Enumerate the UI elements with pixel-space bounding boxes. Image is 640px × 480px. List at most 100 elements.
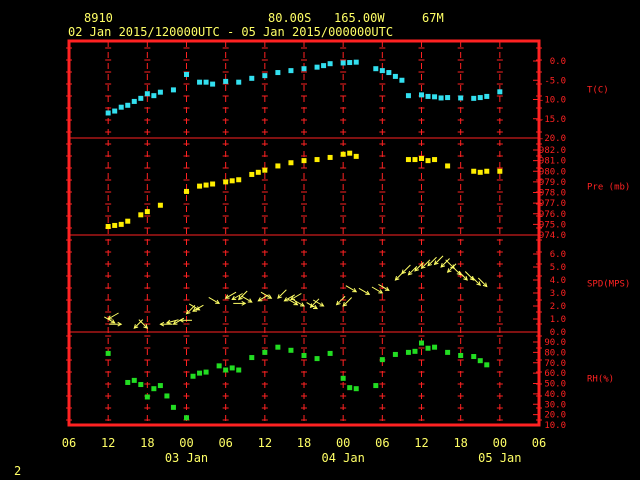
pressure-point [210,181,216,187]
pressure-point [125,218,131,224]
wind-barb-head [283,297,289,302]
y-tick-label: 979.0 [539,178,566,188]
wind-barb-head [231,295,237,301]
rh-point [275,344,281,350]
wind-barb-shaft [371,286,383,294]
wind-barb-head [482,282,488,288]
station-id: 8910 [84,11,113,25]
wind-barb-head [257,297,263,302]
y-tick-label: 975.0 [539,220,566,230]
temp-point [386,70,392,76]
station-latitude: 80.00S [268,11,311,25]
wind-barb-shaft [293,299,305,307]
wind-barb [414,262,424,272]
wind-barb-head [427,261,433,267]
wind-barb-shaft [336,295,346,306]
wind-barb-shaft [107,312,119,320]
pressure-point [301,158,307,164]
wind-barb [335,295,346,306]
wind-barb [260,291,273,299]
temp-point [203,79,209,85]
y-tick-label: 977.0 [539,199,566,209]
wind-barb [312,299,325,307]
rh-point [347,385,353,391]
rh-point [151,386,157,392]
rh-point [301,352,307,358]
wind-barb-head [117,321,123,327]
wind-barb [178,317,192,323]
temp-point [392,73,398,79]
wind-barb-shaft [342,297,353,307]
wind-barb [458,271,468,281]
wind-barb [342,297,353,307]
temp-point [419,92,424,98]
wind-barb-head [185,309,191,315]
wind-barb-head [237,295,243,301]
rh-point [288,347,294,353]
wind-barb-shaft [451,265,462,276]
x-day-label: 04 Jan [321,451,364,465]
rh-point [412,348,418,354]
temp-point [445,95,451,101]
rh-point [425,345,431,351]
wind-barb-head [420,264,426,270]
wind-barb-shaft [238,290,248,300]
temp-point [197,79,203,85]
temp-point [399,77,405,83]
wind-barb-head [384,286,390,291]
wind-barb-shaft [306,302,318,310]
temp-point [151,93,157,99]
wind-barb-shaft [421,259,431,269]
pressure-point [249,171,255,177]
wind-barb-head [365,290,371,295]
wind-barb-head [241,301,247,306]
rh-point [340,375,346,381]
y-tick-label: 90.0 [544,338,566,348]
page-number: 2 [14,464,21,478]
wind-barb-head [319,302,325,307]
pressure-point [497,168,503,174]
station-elevation: 67M [422,11,444,25]
pressure-point [229,178,235,184]
wind-barb [208,296,221,304]
wind-barb [133,319,144,329]
y-tick-label: -15.0 [539,115,566,125]
rh-point [216,363,222,369]
x-tick-label: 06 [375,436,389,450]
wind-barb-shaft [286,298,298,306]
rh-point [471,354,477,360]
y-tick-label: 981.0 [539,157,566,167]
wind-barb-shaft [434,255,444,265]
wind-barb [286,298,299,306]
temp-point [249,75,255,81]
rh-point [190,373,196,379]
wind-barb-head [407,270,413,276]
wind-barb [107,312,119,320]
wind-barb [345,285,358,293]
pressure-point [157,202,163,208]
wind-barb [471,276,481,286]
wind-barb-shaft [358,287,370,295]
temp-point [131,98,137,104]
time-period: 02 Jan 2015/120000UTC - 05 Jan 2015/0000… [68,25,393,39]
temp-point [301,66,307,72]
wind-barb-head [342,302,348,307]
wind-barb [109,321,123,327]
temp-point [379,68,385,74]
rh-point [223,367,229,373]
panel-ylabel-wind: SPD(MPS) [587,280,630,290]
temp-point [157,89,163,95]
y-tick-label: -10.0 [539,96,566,106]
wind-barb-head [293,301,299,306]
temp-point [288,68,294,74]
wind-barb [241,295,253,303]
x-tick-label: 06 [218,436,232,450]
wind-barb-head [143,324,149,329]
rh-point [379,357,385,363]
rh-point [144,394,150,400]
y-tick-label: -5.0 [544,76,566,86]
rh-point [236,367,242,373]
temp-point [321,63,327,69]
wind-barb-head [133,324,139,329]
temp-point [112,108,118,114]
